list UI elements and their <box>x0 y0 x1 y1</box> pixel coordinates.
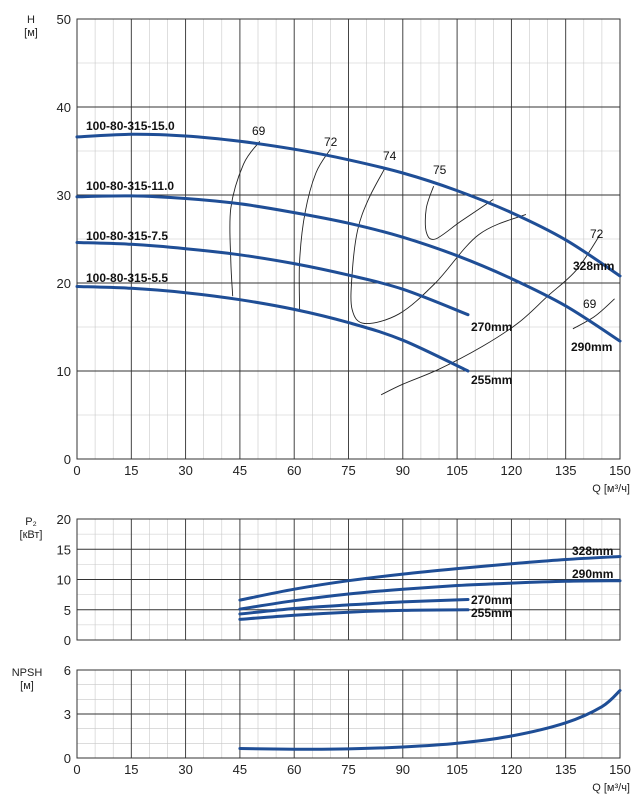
power-panel <box>76 518 622 641</box>
x-tick-label: 90 <box>396 463 410 478</box>
power-diameter-label: 328mm <box>572 544 613 558</box>
x-tick-label: 60 <box>287 463 301 478</box>
head-curve-100-80-315-15.0 <box>75 132 622 278</box>
efficiency-label: 69 <box>252 124 266 138</box>
x-tick-label: 105 <box>446 463 468 478</box>
power-diameter-label: 270mm <box>471 593 512 607</box>
x-tick-label: 30 <box>178 463 192 478</box>
model-label: 100-80-315-15.0 <box>86 119 175 133</box>
y-axis-title: P₂ <box>25 516 37 528</box>
power-curve-290mm <box>238 579 622 611</box>
power-curve-270mm <box>238 598 470 616</box>
y-tick-label: 3 <box>64 707 71 722</box>
power-curve-255mm <box>238 608 470 621</box>
plot-frame <box>76 18 621 460</box>
diameter-label: 270mm <box>471 320 512 334</box>
x-tick-label: 30 <box>178 762 192 777</box>
diameter-label: 290mm <box>571 340 612 354</box>
npsh-curve-npsh <box>238 689 622 751</box>
efficiency-curve-69 <box>229 141 261 297</box>
model-label: 100-80-315-5.5 <box>86 271 168 285</box>
x-tick-label: 150 <box>609 762 631 777</box>
x-tick-label: 75 <box>341 463 355 478</box>
y-tick-label: 5 <box>64 603 71 618</box>
efficiency-label: 74 <box>383 149 397 163</box>
y-tick-label: 40 <box>57 100 71 115</box>
y-tick-label: 10 <box>57 364 71 379</box>
x-tick-label: 15 <box>124 463 138 478</box>
head-panel <box>75 18 622 460</box>
y-axis-title: NPSH <box>12 667 43 679</box>
x-tick-label: 120 <box>501 762 523 777</box>
y-axis-title: H <box>27 14 35 26</box>
efficiency-label: 69 <box>583 297 597 311</box>
diameter-label: 328mm <box>573 259 614 273</box>
x-axis-title: Q [м³/ч] <box>592 782 630 794</box>
x-axis-title: Q [м³/ч] <box>592 483 630 495</box>
x-tick-label: 15 <box>124 762 138 777</box>
efficiency-curve-72 <box>298 148 331 310</box>
y-tick-label: 10 <box>57 573 71 588</box>
x-tick-label: 90 <box>396 762 410 777</box>
x-tick-label: 75 <box>341 762 355 777</box>
x-tick-label: 150 <box>609 463 631 478</box>
y-axis-unit: [кВт] <box>20 529 43 541</box>
y-tick-label: 20 <box>57 276 71 291</box>
x-tick-label: 0 <box>73 762 80 777</box>
x-tick-label: 135 <box>555 463 577 478</box>
power-diameter-label: 290mm <box>572 567 613 581</box>
efficiency-curve-75 <box>424 186 494 240</box>
efficiency-curve-74 <box>350 168 527 325</box>
model-label: 100-80-315-11.0 <box>86 179 174 193</box>
efficiency-label: 75 <box>433 163 447 177</box>
x-tick-label: 135 <box>555 762 577 777</box>
power-diameter-label: 255mm <box>471 606 512 620</box>
x-tick-label: 120 <box>501 463 523 478</box>
x-tick-label: 0 <box>73 463 80 478</box>
power-curve-328mm <box>238 555 622 602</box>
x-tick-label: 60 <box>287 762 301 777</box>
npsh-panel <box>76 669 622 759</box>
efficiency-curve-69 <box>572 298 615 330</box>
x-tick-label: 45 <box>233 463 247 478</box>
x-tick-label: 45 <box>233 762 247 777</box>
y-axis-unit: [м] <box>24 27 38 39</box>
efficiency-label: 72 <box>324 135 338 149</box>
model-label: 100-80-315-7.5 <box>86 229 168 243</box>
y-tick-label: 6 <box>64 663 71 678</box>
y-tick-label: 20 <box>57 512 71 527</box>
y-tick-label: 50 <box>57 12 71 27</box>
y-tick-label: 0 <box>64 452 71 467</box>
head-curve-100-80-315-7.5 <box>75 241 470 317</box>
efficiency-label: 72 <box>590 227 604 241</box>
y-tick-label: 0 <box>64 633 71 648</box>
y-tick-label: 0 <box>64 751 71 766</box>
head-curve-100-80-315-11.0 <box>75 194 622 343</box>
efficiency-curve-72 <box>380 234 601 396</box>
diameter-label: 255mm <box>471 373 512 387</box>
y-tick-label: 30 <box>57 188 71 203</box>
head-curve-100-80-315-5.5 <box>75 285 470 373</box>
plot-frame <box>76 669 621 759</box>
y-tick-label: 15 <box>57 542 71 557</box>
x-tick-label: 105 <box>446 762 468 777</box>
y-axis-unit: [м] <box>20 680 34 692</box>
